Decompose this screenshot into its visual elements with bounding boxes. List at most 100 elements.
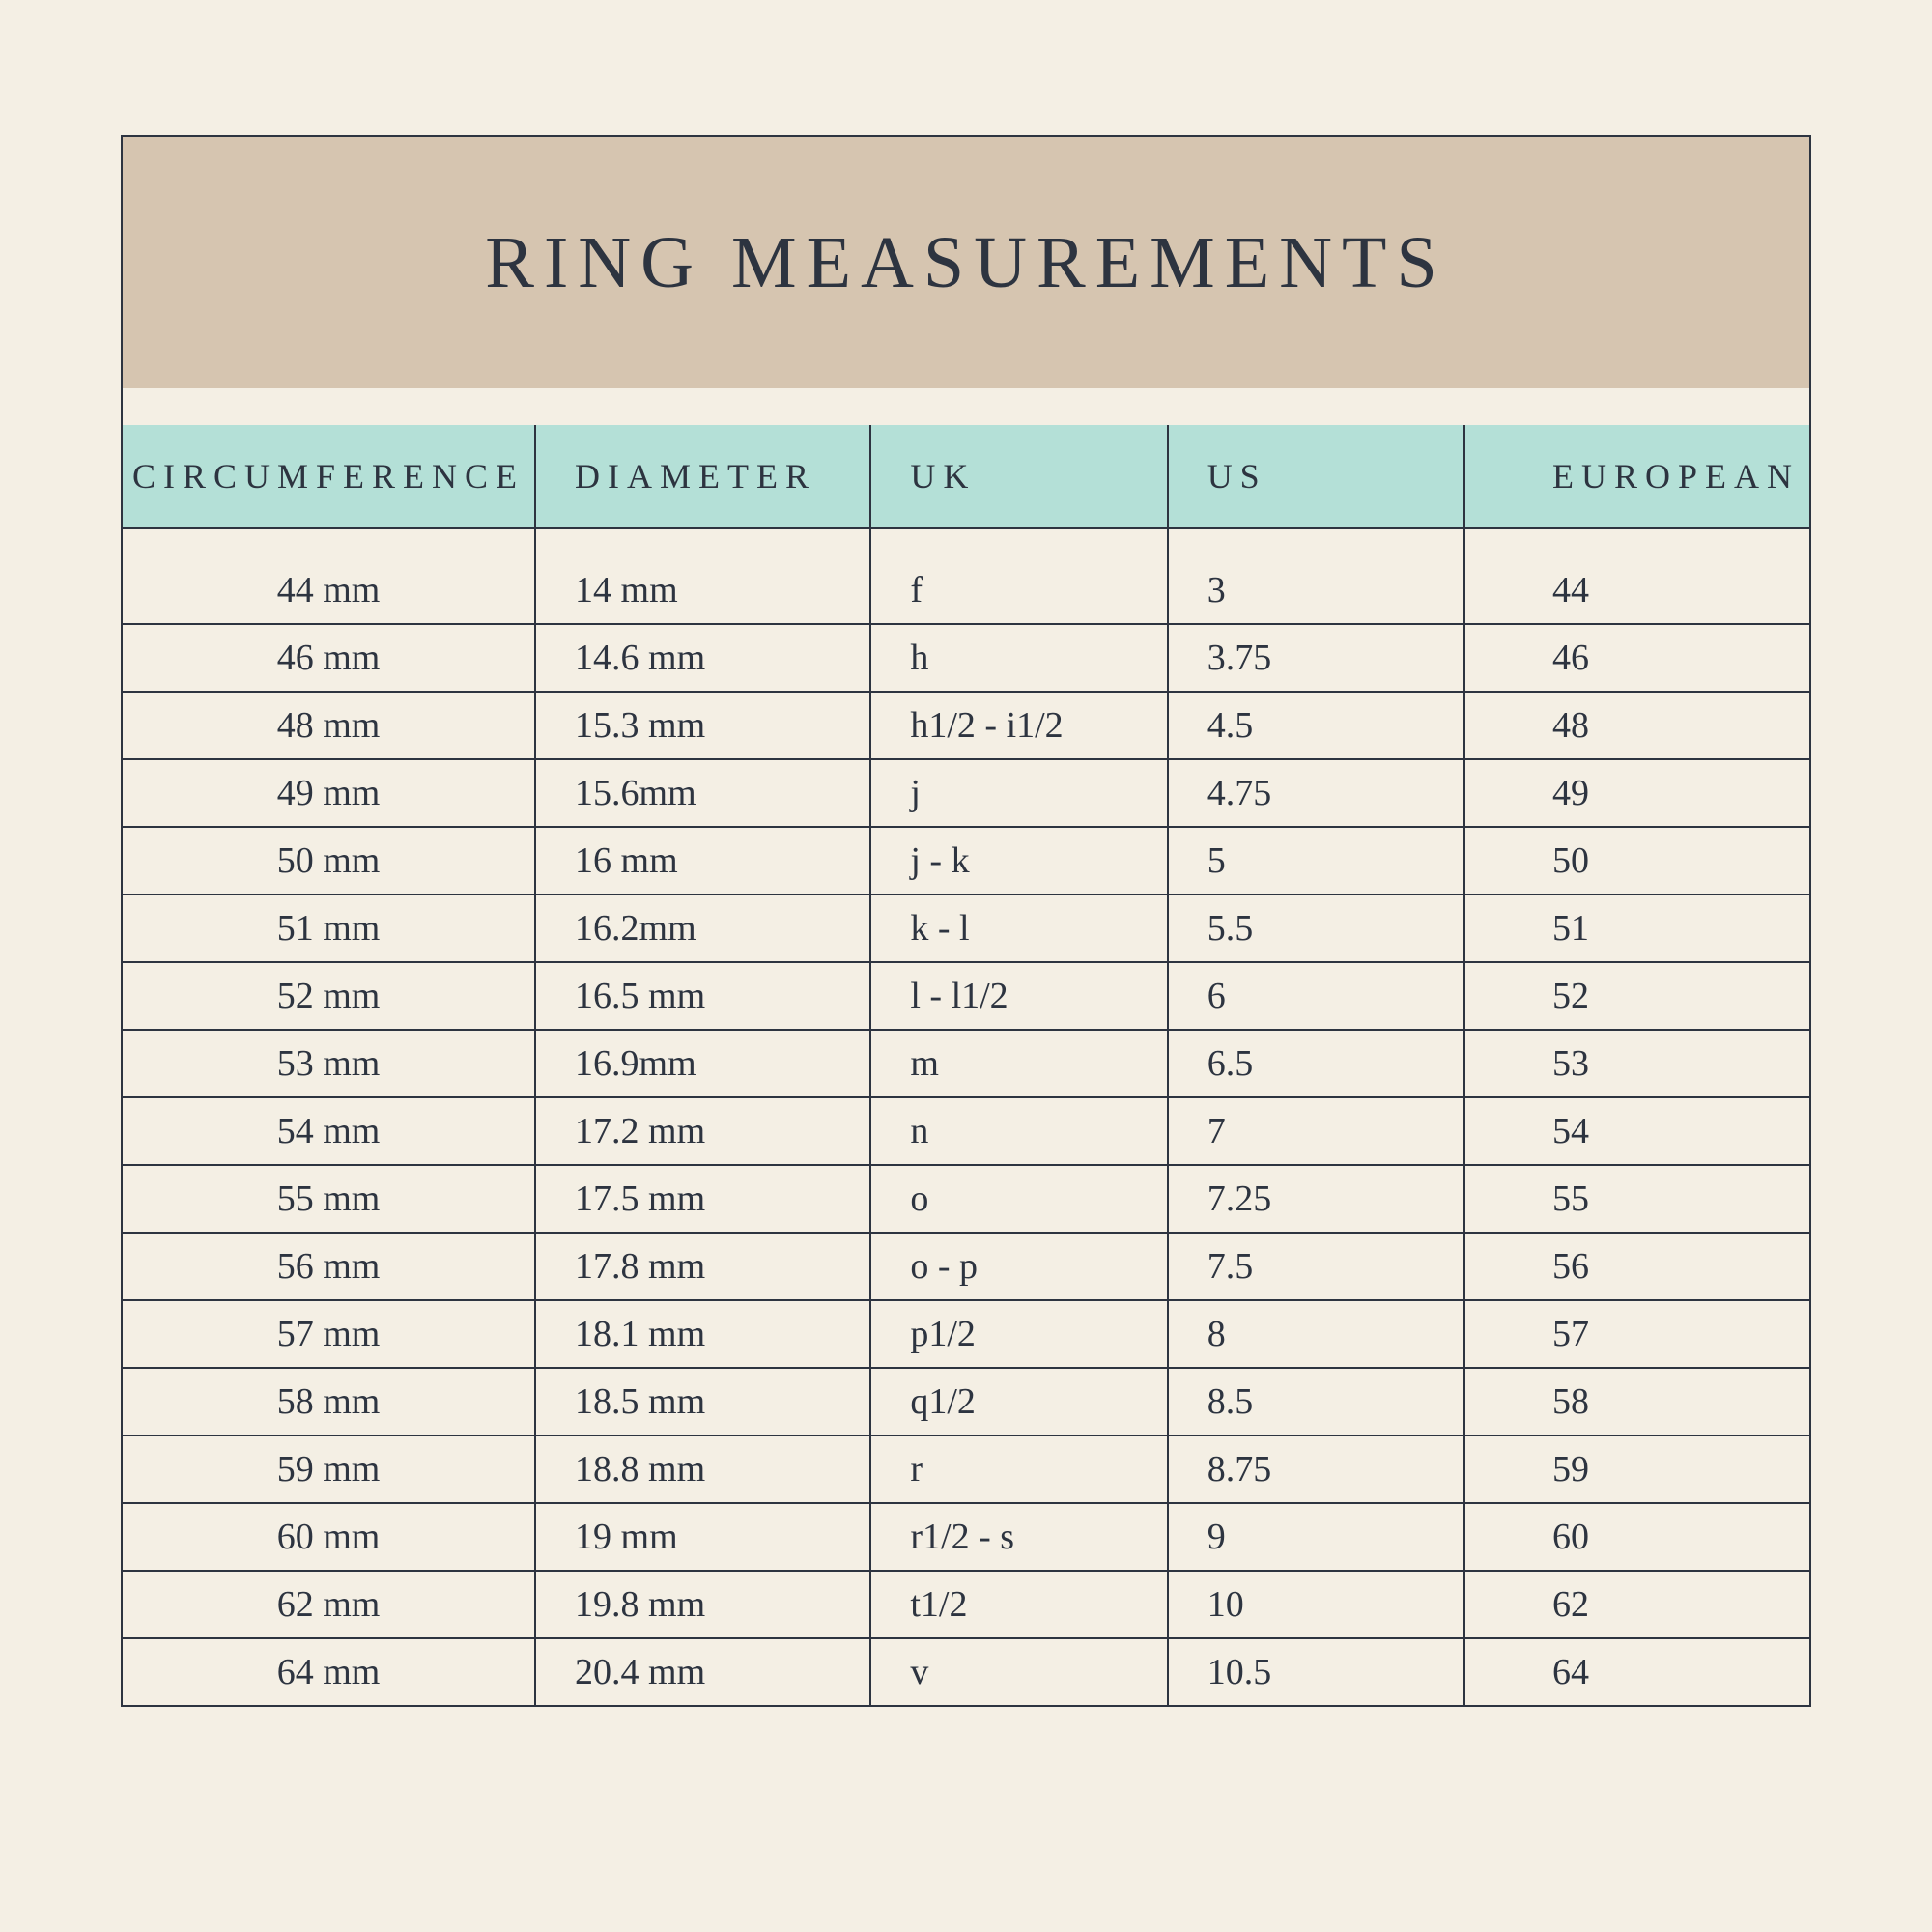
cell-us: 9 — [1168, 1503, 1464, 1571]
cell-uk: h1/2 - i1/2 — [870, 692, 1167, 759]
cell-circumference: 59 mm — [123, 1435, 535, 1503]
table-row: 49 mm15.6mmj4.7549 — [123, 759, 1809, 827]
cell-uk: r — [870, 1435, 1167, 1503]
table-row: 62 mm19.8 mmt1/21062 — [123, 1571, 1809, 1638]
table-row: 64 mm20.4 mmv10.564 — [123, 1638, 1809, 1705]
cell-us: 8.5 — [1168, 1368, 1464, 1435]
cell-uk: t1/2 — [870, 1571, 1167, 1638]
cell-diameter: 16.9mm — [535, 1030, 870, 1097]
cell-european: 55 — [1464, 1165, 1809, 1233]
cell-uk: n — [870, 1097, 1167, 1165]
cell-european: 51 — [1464, 895, 1809, 962]
cell-uk: o — [870, 1165, 1167, 1233]
table-row: 55 mm17.5 mmo7.2555 — [123, 1165, 1809, 1233]
cell-us: 6 — [1168, 962, 1464, 1030]
cell-circumference: 49 mm — [123, 759, 535, 827]
table-spacer — [123, 528, 1809, 557]
cell-circumference: 44 mm — [123, 557, 535, 624]
table-row: 53 mm16.9mmm6.553 — [123, 1030, 1809, 1097]
cell-circumference: 46 mm — [123, 624, 535, 692]
table-row: 60 mm19 mmr1/2 - s960 — [123, 1503, 1809, 1571]
cell-european: 64 — [1464, 1638, 1809, 1705]
cell-uk: q1/2 — [870, 1368, 1167, 1435]
cell-diameter: 16.2mm — [535, 895, 870, 962]
table-row: 56 mm17.8 mmo - p7.556 — [123, 1233, 1809, 1300]
cell-circumference: 64 mm — [123, 1638, 535, 1705]
cell-uk: m — [870, 1030, 1167, 1097]
title-bar: RING MEASUREMENTS — [123, 137, 1809, 388]
table-row: 58 mm18.5 mmq1/28.558 — [123, 1368, 1809, 1435]
table-row: 52 mm16.5 mml - l1/2652 — [123, 962, 1809, 1030]
cell-european: 57 — [1464, 1300, 1809, 1368]
cell-us: 7 — [1168, 1097, 1464, 1165]
table-row: 46 mm14.6 mmh3.7546 — [123, 624, 1809, 692]
cell-european: 50 — [1464, 827, 1809, 895]
cell-european: 49 — [1464, 759, 1809, 827]
cell-us: 4.75 — [1168, 759, 1464, 827]
page-title: RING MEASUREMENTS — [485, 221, 1447, 305]
table-row: 59 mm18.8 mmr8.7559 — [123, 1435, 1809, 1503]
cell-uk: k - l — [870, 895, 1167, 962]
col-header-european: EUROPEAN — [1464, 425, 1809, 528]
cell-us: 7.25 — [1168, 1165, 1464, 1233]
cell-circumference: 54 mm — [123, 1097, 535, 1165]
cell-diameter: 17.5 mm — [535, 1165, 870, 1233]
cell-european: 53 — [1464, 1030, 1809, 1097]
cell-diameter: 18.5 mm — [535, 1368, 870, 1435]
cell-uk: r1/2 - s — [870, 1503, 1167, 1571]
table-row: 50 mm16 mmj - k550 — [123, 827, 1809, 895]
cell-diameter: 15.3 mm — [535, 692, 870, 759]
cell-european: 59 — [1464, 1435, 1809, 1503]
cell-us: 3.75 — [1168, 624, 1464, 692]
cell-european: 54 — [1464, 1097, 1809, 1165]
cell-uk: j — [870, 759, 1167, 827]
cell-uk: v — [870, 1638, 1167, 1705]
cell-circumference: 51 mm — [123, 895, 535, 962]
cell-circumference: 58 mm — [123, 1368, 535, 1435]
col-header-diameter: DIAMETER — [535, 425, 870, 528]
table-row: 54 mm17.2 mmn754 — [123, 1097, 1809, 1165]
col-header-circumference: CIRCUMFERENCE — [123, 425, 535, 528]
cell-uk: o - p — [870, 1233, 1167, 1300]
cell-european: 62 — [1464, 1571, 1809, 1638]
cell-uk: j - k — [870, 827, 1167, 895]
cell-diameter: 17.2 mm — [535, 1097, 870, 1165]
cell-us: 7.5 — [1168, 1233, 1464, 1300]
cell-circumference: 62 mm — [123, 1571, 535, 1638]
cell-diameter: 18.1 mm — [535, 1300, 870, 1368]
cell-diameter: 19.8 mm — [535, 1571, 870, 1638]
cell-uk: l - l1/2 — [870, 962, 1167, 1030]
cell-diameter: 18.8 mm — [535, 1435, 870, 1503]
cell-diameter: 19 mm — [535, 1503, 870, 1571]
table-body: 44 mm14 mmf34446 mm14.6 mmh3.754648 mm15… — [123, 528, 1809, 1705]
cell-diameter: 14 mm — [535, 557, 870, 624]
cell-circumference: 56 mm — [123, 1233, 535, 1300]
cell-us: 8 — [1168, 1300, 1464, 1368]
cell-european: 48 — [1464, 692, 1809, 759]
cell-uk: h — [870, 624, 1167, 692]
table-wrap: CIRCUMFERENCE DIAMETER UK US EUROPEAN 44… — [123, 388, 1809, 1705]
cell-us: 4.5 — [1168, 692, 1464, 759]
cell-us: 5.5 — [1168, 895, 1464, 962]
cell-circumference: 55 mm — [123, 1165, 535, 1233]
chart-container: RING MEASUREMENTS CIRCUMFERENCE DIAMETER… — [121, 135, 1811, 1707]
col-header-us: US — [1168, 425, 1464, 528]
cell-us: 8.75 — [1168, 1435, 1464, 1503]
cell-european: 46 — [1464, 624, 1809, 692]
table-row: 57 mm18.1 mmp1/2857 — [123, 1300, 1809, 1368]
cell-us: 10.5 — [1168, 1638, 1464, 1705]
table-header-row: CIRCUMFERENCE DIAMETER UK US EUROPEAN — [123, 425, 1809, 528]
cell-uk: f — [870, 557, 1167, 624]
cell-european: 56 — [1464, 1233, 1809, 1300]
table-row: 44 mm14 mmf344 — [123, 557, 1809, 624]
cell-diameter: 15.6mm — [535, 759, 870, 827]
table-row: 51 mm16.2mmk - l5.551 — [123, 895, 1809, 962]
ring-size-table: CIRCUMFERENCE DIAMETER UK US EUROPEAN 44… — [123, 425, 1809, 1705]
cell-european: 60 — [1464, 1503, 1809, 1571]
cell-us: 5 — [1168, 827, 1464, 895]
cell-european: 58 — [1464, 1368, 1809, 1435]
cell-us: 10 — [1168, 1571, 1464, 1638]
cell-circumference: 52 mm — [123, 962, 535, 1030]
cell-diameter: 14.6 mm — [535, 624, 870, 692]
cell-diameter: 17.8 mm — [535, 1233, 870, 1300]
